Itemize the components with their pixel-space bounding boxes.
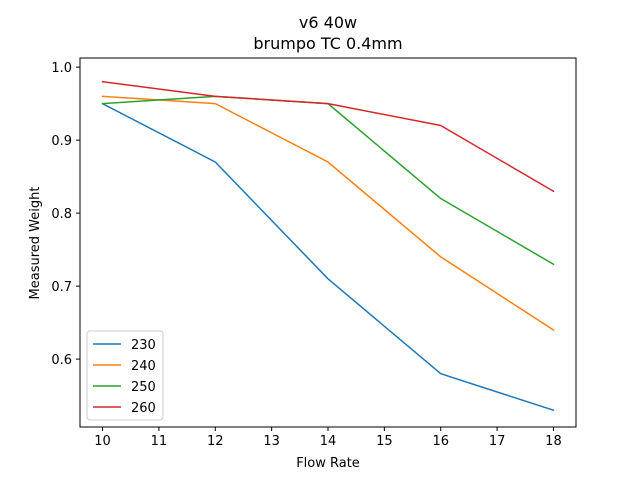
chart-title: v6 40w [299,13,357,32]
x-tick-label: 18 [545,434,562,449]
y-tick-label: 0.6 [51,353,72,368]
y-tick-label: 1.0 [51,61,72,76]
legend-label-240: 240 [131,359,156,374]
series-line-240 [101,95,555,331]
legend-label-260: 260 [131,401,156,416]
y-axis-ticks: 0.6 0.7 0.8 0.9 1.0 [51,61,80,368]
series-line-260 [101,80,555,193]
x-tick-label: 11 [151,434,168,449]
legend-label-250: 250 [131,380,156,395]
x-tick-label: 10 [94,434,111,449]
y-tick-label: 0.8 [51,207,72,222]
legend-entries: 230 240 250 260 [93,338,156,416]
series-line-230 [101,102,555,412]
series-layer [101,80,555,412]
x-tick-label: 17 [489,434,506,449]
chart-subtitle: brumpo TC 0.4mm [253,34,402,53]
x-tick-label: 14 [320,434,337,449]
legend: 230 240 250 260 [86,330,164,421]
y-tick-label: 0.9 [51,134,72,149]
y-tick-label: 0.7 [51,280,72,295]
x-tick-label: 12 [207,434,224,449]
x-tick-label: 15 [376,434,393,449]
x-tick-label: 13 [263,434,280,449]
plot-frame [79,57,577,428]
legend-label-230: 230 [131,338,156,353]
y-axis-label: Measured Weight [28,187,43,300]
x-axis-label: Flow Rate [296,456,360,471]
x-axis-ticks: 10 11 12 13 14 15 16 17 18 [94,427,562,449]
x-tick-label: 16 [432,434,449,449]
legend-box [86,330,164,421]
